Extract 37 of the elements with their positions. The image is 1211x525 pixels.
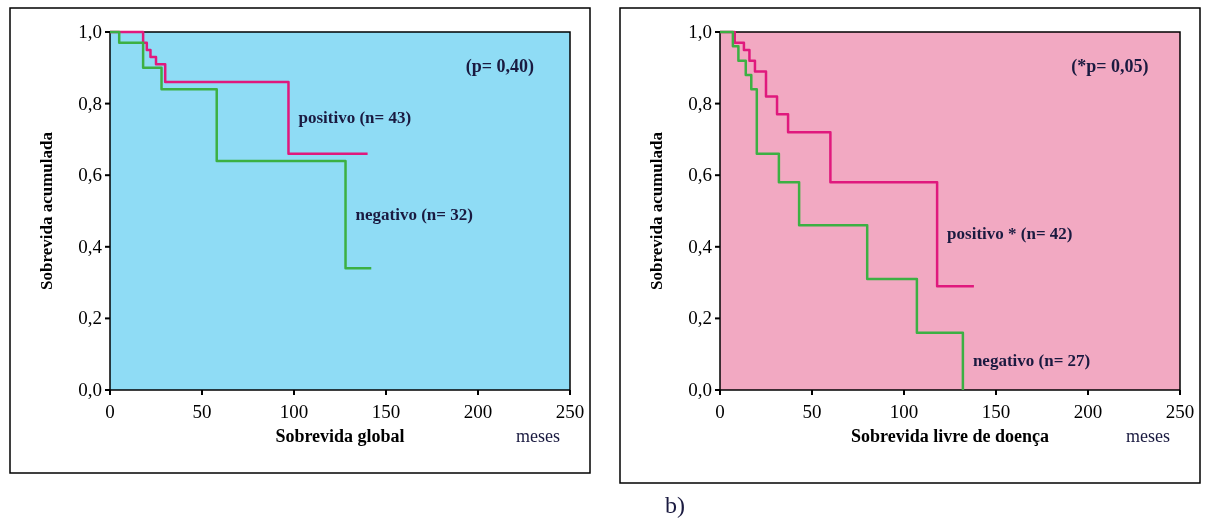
y-tick-label: 1,0 [78, 21, 102, 42]
y-tick-label: 0,6 [78, 164, 102, 186]
series-label: positivo (n= 43) [298, 107, 412, 127]
y-tick-label: 0,0 [78, 379, 102, 400]
x-tick-label: 150 [371, 401, 401, 422]
y-tick-label: 0,2 [78, 307, 102, 329]
x-tick-label: 150 [981, 401, 1011, 422]
series-label: negativo (n= 27) [972, 351, 1091, 371]
x-tick-label: 0 [715, 401, 725, 422]
y-tick-label: 0,8 [78, 92, 102, 114]
x-tick-label: 250 [555, 401, 585, 422]
y-tick-label: 0,2 [688, 307, 712, 329]
y-axis-title: Sobrevida acumulada [647, 131, 666, 290]
x-tick-label: 250 [1165, 401, 1195, 422]
y-tick-label: 0,4 [78, 235, 103, 257]
text: meses [1126, 426, 1170, 446]
x-tick-label: 100 [889, 401, 919, 422]
x-tick-label: 100 [279, 401, 309, 422]
y-axis-title: Sobrevida acumulada [37, 131, 56, 290]
x-axis-title: Sobrevida livre de doença [851, 426, 1049, 446]
x-tick-label: 50 [192, 401, 212, 422]
annotation: (*p= 0,05) [1071, 56, 1149, 77]
y-tick-label: 0,4 [688, 235, 713, 257]
x-tick-label: 200 [463, 401, 493, 422]
x-tick-label: 0 [105, 401, 115, 422]
text: meses [516, 426, 560, 446]
text: b) [665, 492, 685, 518]
series-label: positivo * (n= 42) [947, 224, 1073, 244]
x-axis-title: Sobrevida global [275, 426, 405, 446]
series-label: negativo (n= 32) [355, 204, 473, 224]
x-tick-label: 50 [802, 401, 822, 422]
annotation: (p= 0,40) [465, 56, 535, 77]
y-tick-label: 0,0 [688, 379, 712, 400]
y-tick-label: 1,0 [688, 21, 712, 42]
y-tick-label: 0,8 [688, 92, 712, 114]
y-tick-label: 0,6 [688, 164, 712, 186]
x-tick-label: 200 [1073, 401, 1103, 422]
